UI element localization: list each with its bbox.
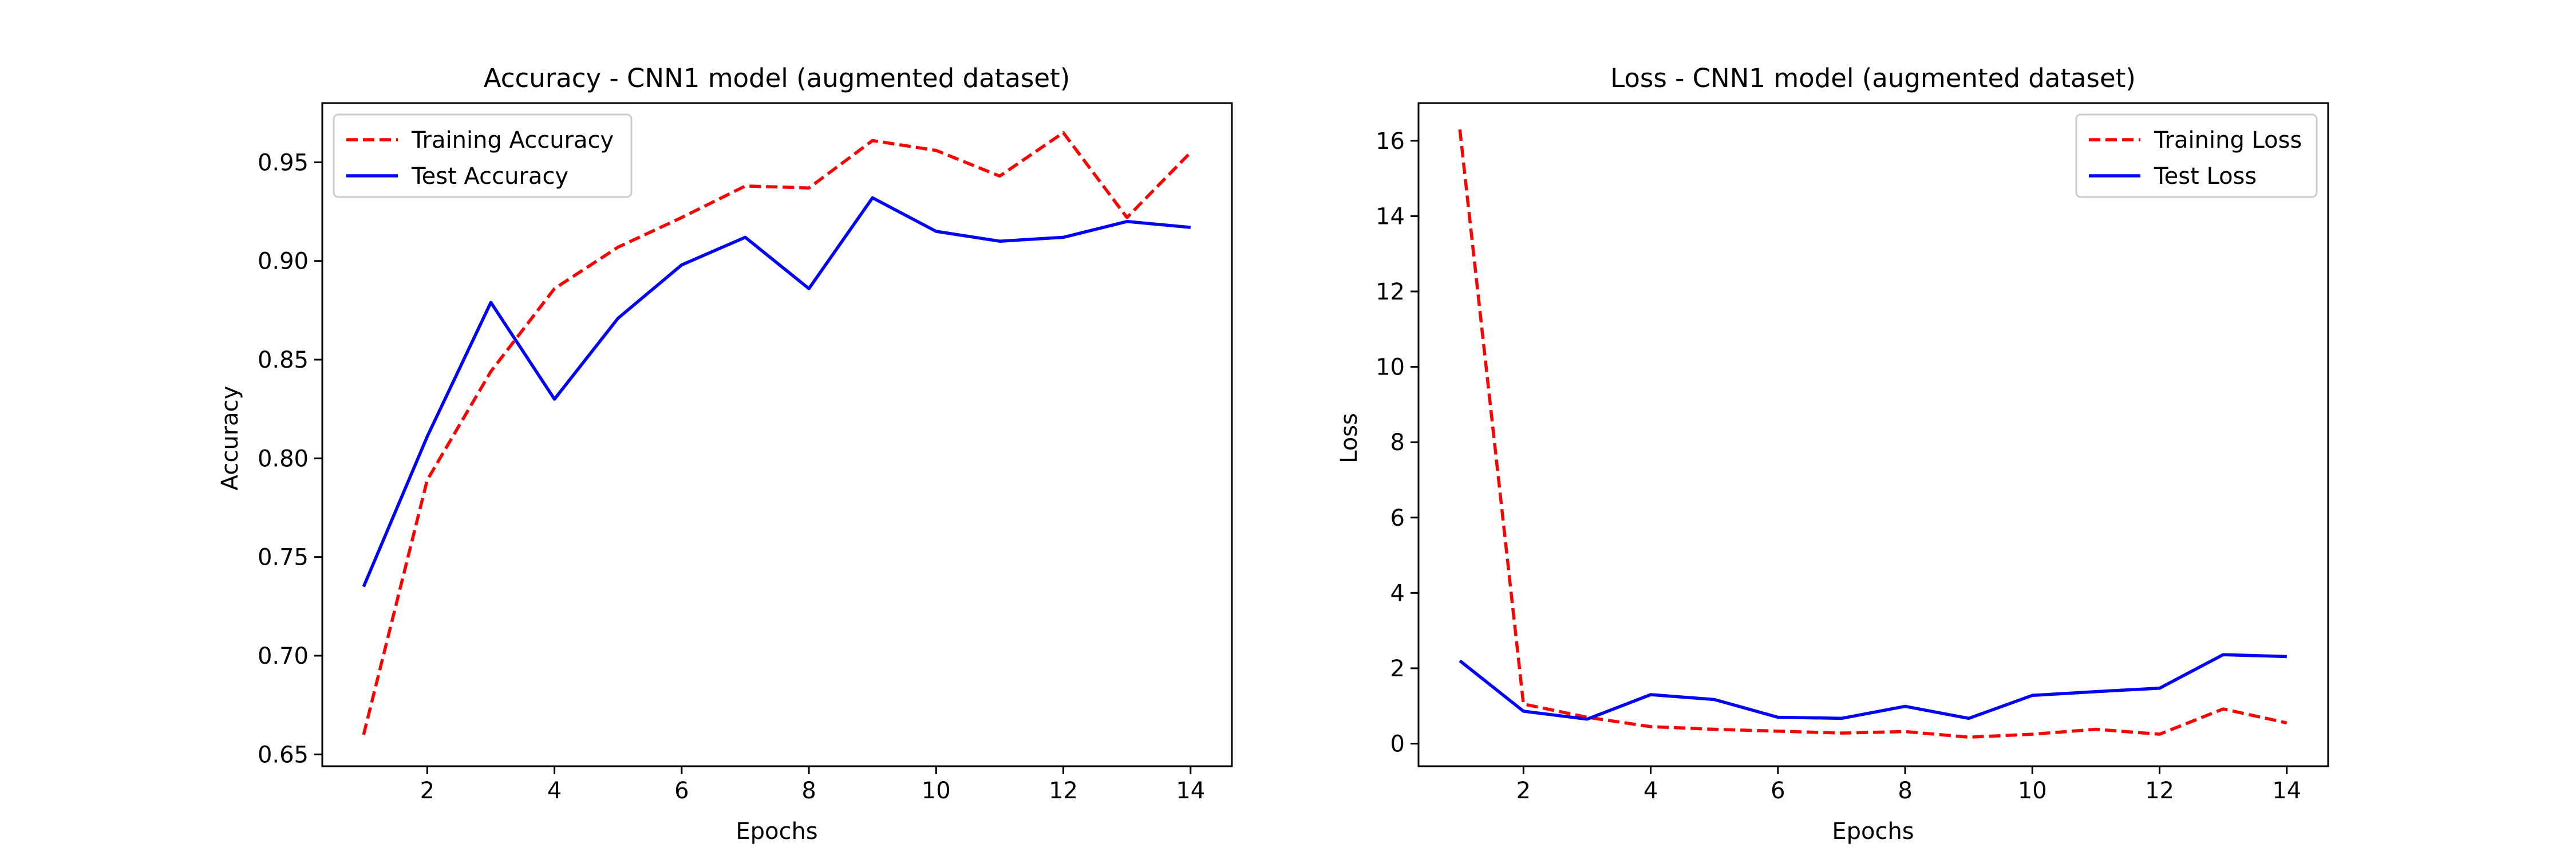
y-tick-label: 0 [1390, 731, 1405, 758]
axes-frame [1417, 102, 2329, 767]
y-tick-label: 0.70 [258, 643, 309, 669]
x-tick-label: 4 [547, 778, 562, 804]
legend-label: Training Loss [2154, 127, 2302, 153]
x-tick-label: 6 [674, 778, 689, 804]
series-line-2 [362, 196, 1191, 588]
x-tick-label: 4 [1643, 778, 1658, 804]
y-tick-label: 8 [1390, 430, 1405, 456]
y-tick-label: 2 [1390, 656, 1405, 682]
x-tick-label: 2 [1516, 778, 1531, 804]
y-axis-label: Accuracy [217, 386, 243, 491]
x-tick-label: 10 [922, 778, 951, 804]
series-line-1 [362, 131, 1192, 735]
x-tick-label: 10 [2018, 778, 2047, 804]
series-line-1 [1458, 129, 2287, 739]
x-tick-label: 8 [1898, 778, 1912, 804]
y-tick-label: 0.85 [258, 347, 309, 373]
y-tick-label: 6 [1390, 505, 1405, 531]
legend: Training Loss Test Loss [2075, 113, 2318, 198]
x-axis-label: Epochs [1832, 818, 1914, 845]
loss-chart: Loss - CNN1 model (augmented dataset) Ep… [1336, 63, 2329, 845]
legend-box [333, 113, 633, 198]
y-tick-label: 12 [1376, 279, 1405, 305]
x-tick-label: 12 [1049, 778, 1078, 804]
y-tick-label: 14 [1376, 203, 1405, 230]
x-tick-label: 12 [2145, 778, 2174, 804]
x-tick-label: 14 [1176, 778, 1205, 804]
x-tick-label: 14 [2272, 778, 2301, 804]
accuracy-chart: Accuracy - CNN1 model (augmented dataset… [217, 63, 1233, 845]
y-tick-label: 0.75 [258, 545, 309, 571]
y-tick-label: 0.80 [258, 446, 309, 472]
axes-frame [321, 102, 1233, 767]
chart-title: Loss - CNN1 model (augmented dataset) [1610, 63, 2136, 93]
y-tick-label: 16 [1376, 128, 1405, 155]
x-tick-label: 6 [1771, 778, 1785, 804]
y-tick-label: 0.65 [258, 742, 309, 768]
series-line-2 [1459, 653, 2287, 721]
x-tick-label: 8 [801, 778, 816, 804]
x-tick-label: 2 [420, 778, 434, 804]
legend-label: Test Accuracy [411, 163, 568, 190]
y-tick-label: 10 [1376, 354, 1405, 381]
y-tick-label: 4 [1390, 580, 1405, 606]
x-axis-label: Epochs [736, 818, 817, 845]
chart-title: Accuracy - CNN1 model (augmented dataset… [484, 63, 1070, 93]
legend: Training Accuracy Test Accuracy [333, 113, 633, 198]
y-axis-label: Loss [1336, 413, 1362, 463]
y-tick-label: 0.90 [258, 249, 309, 275]
y-tick-label: 0.95 [258, 149, 309, 176]
legend-label: Test Loss [2154, 163, 2257, 190]
legend-label: Training Accuracy [411, 127, 614, 153]
